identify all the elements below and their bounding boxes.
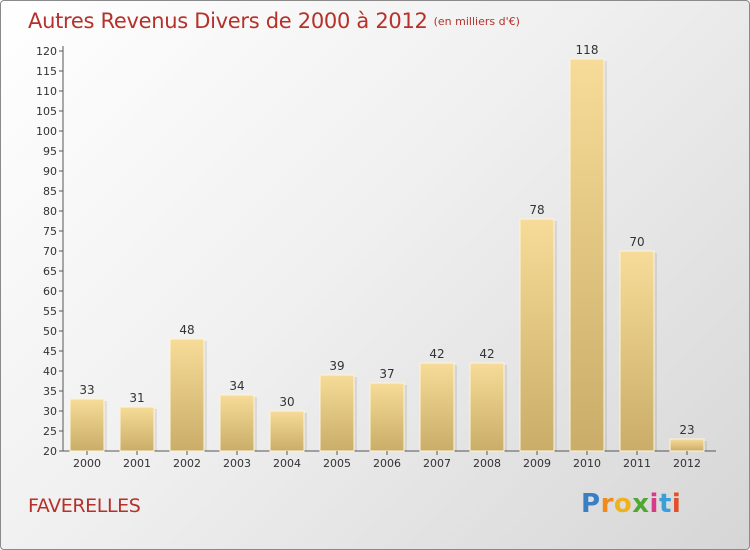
- y-tick-label: 30: [43, 405, 57, 418]
- y-tick-label: 35: [43, 385, 57, 398]
- bar-value-label: 39: [329, 359, 344, 373]
- x-tick-label: 2011: [623, 457, 651, 470]
- bar-value-label: 34: [229, 379, 244, 393]
- y-tick-label: 80: [43, 205, 57, 218]
- commune-name: FAVERELLES: [28, 495, 141, 517]
- bar: [619, 250, 655, 452]
- bar-value-label: 23: [679, 423, 694, 437]
- bar: [669, 438, 705, 452]
- bar: [169, 338, 205, 452]
- x-tick-label: 2003: [223, 457, 251, 470]
- x-tick-label: 2000: [73, 457, 101, 470]
- y-tick-label: 70: [43, 245, 57, 258]
- chart-subtitle: (en milliers d'€): [433, 15, 520, 28]
- y-tick-label: 25: [43, 425, 57, 438]
- bar: [119, 406, 155, 452]
- bar-value-label: 42: [479, 347, 494, 361]
- bar: [569, 58, 605, 452]
- bar-value-label: 31: [129, 391, 144, 405]
- chart-title: Autres Revenus Divers de 2000 à 2012 (en …: [28, 9, 520, 33]
- y-tick-label: 50: [43, 325, 57, 338]
- bar-value-label: 70: [629, 235, 644, 249]
- y-tick-label: 75: [43, 225, 57, 238]
- bar-value-label: 42: [429, 347, 444, 361]
- y-tick-label: 55: [43, 305, 57, 318]
- bar: [319, 374, 355, 452]
- y-tick-label: 115: [36, 65, 57, 78]
- y-tick-label: 60: [43, 285, 57, 298]
- bar-value-label: 33: [79, 383, 94, 397]
- x-tick-label: 2012: [673, 457, 701, 470]
- y-tick-label: 20: [43, 445, 57, 458]
- bar: [519, 218, 555, 452]
- y-tick-label: 95: [43, 145, 57, 158]
- y-tick-label: 45: [43, 345, 57, 358]
- y-tick-label: 120: [36, 45, 57, 58]
- y-tick-label: 100: [36, 125, 57, 138]
- bar-value-label: 48: [179, 323, 194, 337]
- y-tick-label: 85: [43, 185, 57, 198]
- x-tick-label: 2002: [173, 457, 201, 470]
- bar-value-label: 78: [529, 203, 544, 217]
- y-tick-label: 40: [43, 365, 57, 378]
- bar: [369, 382, 405, 452]
- bar: [469, 362, 505, 452]
- bar: [219, 394, 255, 452]
- x-tick-label: 2009: [523, 457, 551, 470]
- bar: [269, 410, 305, 452]
- x-tick-label: 2008: [473, 457, 501, 470]
- x-tick-label: 2005: [323, 457, 351, 470]
- x-tick-label: 2004: [273, 457, 301, 470]
- x-tick-label: 2007: [423, 457, 451, 470]
- bar: [69, 398, 105, 452]
- y-tick-label: 105: [36, 105, 57, 118]
- x-tick-label: 2006: [373, 457, 401, 470]
- x-tick-label: 2001: [123, 457, 151, 470]
- y-tick-label: 65: [43, 265, 57, 278]
- bar-value-label: 30: [279, 395, 294, 409]
- x-tick-label: 2010: [573, 457, 601, 470]
- y-tick-label: 90: [43, 165, 57, 178]
- bar-value-label: 37: [379, 367, 394, 381]
- y-tick-label: 110: [36, 85, 57, 98]
- bar-value-label: 118: [576, 43, 599, 57]
- chart-title-text: Autres Revenus Divers de 2000 à 2012: [28, 9, 428, 33]
- proxiti-logo: Proxiti: [581, 489, 682, 519]
- bar: [419, 362, 455, 452]
